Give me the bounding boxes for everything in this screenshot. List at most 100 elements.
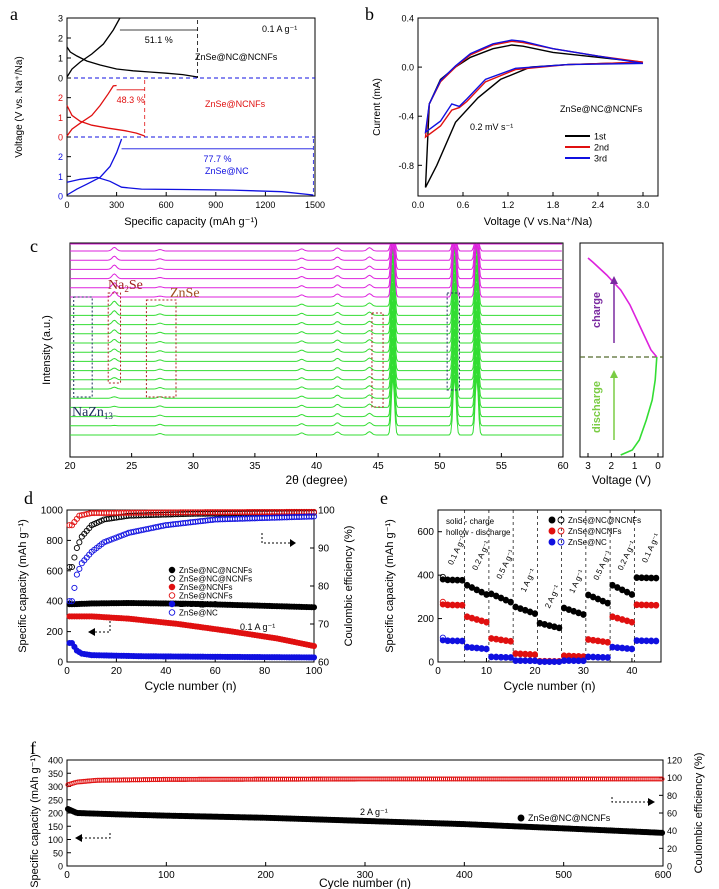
xrd-scan-discharge — [70, 310, 562, 372]
panel-b-frame — [417, 17, 659, 197]
xrd-scan-charge — [70, 243, 562, 261]
cv-curve-3rd — [424, 39, 644, 134]
y-axis-label: Specific capacity (mAh g⁻¹) — [384, 519, 396, 653]
x-axis-label: 2θ (degree) — [285, 473, 347, 487]
peak-box-45 — [371, 312, 384, 408]
x-tick-label: 40 — [626, 666, 638, 677]
y-tick-label: 150 — [48, 822, 63, 832]
ce-point-ZnSe@NC — [308, 513, 315, 520]
discharge-arrow-head — [610, 370, 618, 378]
cap-axis-guide — [95, 621, 111, 633]
y-tick-label: 600 — [46, 566, 63, 577]
ce-point-ZnSe@NC — [71, 584, 78, 591]
panel-label-e: e — [380, 488, 388, 508]
y-tick-label: 0.4 — [401, 14, 414, 24]
discharge-point-ZnSe@NC@NCNFs — [556, 625, 563, 632]
rate-label: 1 A g⁻¹ — [567, 568, 586, 594]
xrd-scan-discharge — [70, 347, 562, 408]
discharge-point-ZnSe@NCNFs — [604, 639, 611, 646]
charge-arrow-head — [610, 276, 618, 284]
x-tick-label: 600 — [655, 870, 672, 881]
xrd-scan-discharge — [70, 255, 562, 316]
x-tick-label: 1.2 — [502, 200, 515, 210]
legend-marker — [168, 575, 176, 582]
panel-b-cv-curves: 0.0 0.6 1.2 1.8 2.4 3.0 0.4 0.0 -0.4 -0.8 ZnSe@NC@… — [372, 14, 659, 228]
y-tick-label: 400 — [46, 597, 63, 608]
legend-marker-hollow — [557, 516, 565, 524]
xrd-scan-charge — [70, 243, 562, 289]
x-tick-label: 3.0 — [637, 200, 650, 210]
discharge-point-ZnSe@NC@NCNFs — [531, 610, 539, 617]
discharge-point-ZnSe@NCNFs — [628, 619, 635, 626]
ce-point — [659, 776, 665, 782]
y-tick-label: -0.4 — [398, 112, 414, 122]
panel-d-cycling: 0 20 40 60 80 1000200400600800100060708090100… — [17, 506, 355, 694]
y-axis-label: Intensity (a.u.) — [41, 315, 53, 385]
x-tick-label: 2 — [609, 461, 615, 472]
discharge-point-ZnSe@NC@NCNFs — [628, 591, 635, 598]
cap-axis-guide-head — [88, 628, 95, 636]
discharge-curve-ZnSe@NC@NCNFs — [66, 46, 198, 78]
rate-label: 0.1 A g⁻¹ — [446, 534, 468, 567]
x-tick-label: 0.0 — [412, 200, 425, 210]
legend-label: ZnSe@NC@NCNFs — [179, 575, 252, 584]
ce-point-ZnSe@NC — [68, 598, 75, 605]
y-tick-label: 400 — [48, 756, 63, 766]
ce-point-ZnSe@NC@NCNFs — [76, 539, 83, 546]
discharge-voltage-curve — [620, 356, 658, 456]
capacity-point-ZnSe@NCNFs — [310, 642, 318, 650]
x-tick-label: 30 — [188, 461, 200, 472]
rate-label: 1 A g⁻¹ — [519, 567, 538, 593]
y2-tick-label: 120 — [667, 756, 682, 766]
ce-axis-guide-head — [290, 539, 296, 547]
discharge-curve-ZnSe@NC — [66, 176, 314, 196]
charge-voltage-curve — [587, 257, 658, 358]
rate-note: 0.1 A g⁻¹ — [240, 622, 275, 632]
xrd-scan-discharge — [70, 301, 562, 362]
side-panel-frame — [579, 242, 664, 458]
charge-curve-ZnSe@NC — [66, 138, 123, 196]
discharge-curve-ZnSe@NCNFs — [66, 105, 145, 137]
y-tick-label: 100 — [48, 835, 63, 845]
xrd-scan-discharge — [70, 292, 562, 353]
panel-label-a: a — [10, 4, 18, 24]
capacity-point-ZnSe@NC — [310, 654, 318, 661]
y2-tick-label: 100 — [667, 773, 682, 783]
x-axis-label: Voltage (V vs.Na⁺/Na) — [484, 216, 593, 228]
y-tick-label: 0 — [58, 133, 63, 143]
xrd-scan-discharge — [70, 356, 562, 418]
ce-point-ZnSe@NC@NCNFs — [68, 563, 75, 571]
discharge-point-ZnSe@NC@NCNFs — [653, 575, 660, 582]
x-tick-label: 100 — [158, 870, 175, 881]
panel-a-voltage-profiles: 0 1 2 3 51.1 % ZnSe@NC@NCNFs 0 1 2 48.3 % ZnSe@NCN… — [14, 14, 325, 229]
legend-marker-hollow — [557, 527, 565, 535]
x-tick-label: 20 — [64, 461, 76, 472]
legend-marker — [168, 583, 176, 591]
x-tick-label: 45 — [373, 461, 385, 472]
y-tick-label: 1 — [58, 54, 63, 64]
discharge-point-ZnSe@NC@NCNFs — [459, 577, 466, 584]
retention-percent: 77.7 % — [203, 154, 231, 164]
legend-marker — [168, 592, 176, 599]
y-tick-label: 1000 — [41, 506, 64, 517]
x-axis-label: Specific capacity (mAh g⁻¹) — [124, 216, 258, 228]
y2-tick-label: 80 — [667, 791, 677, 801]
discharge-point-ZnSe@NC@NCNFs — [580, 611, 587, 618]
ce-axis-guide — [611, 797, 648, 803]
legend-marker — [168, 609, 176, 616]
legend-label: ZnSe@NCNFs — [179, 583, 232, 592]
ce-point-ZnSe@NC@NCNFs — [66, 563, 73, 571]
panel-f-long-cycling: 0 100 200 300 400 500 600050100150200250300350… — [29, 753, 705, 889]
phase-label-na2se: Na2Se — [108, 278, 143, 294]
discharge-point-ZnSe@NCNFs — [507, 638, 514, 645]
legend-label: ZnSe@NCNFs — [568, 527, 621, 536]
x-tick-label: 60 — [557, 461, 569, 472]
sample-name: ZnSe@NCNFs — [205, 99, 266, 109]
discharge-point-ZnSe@NC — [507, 654, 514, 661]
panel-label-b: b — [365, 4, 374, 24]
ce-axis-guide-head — [648, 798, 655, 806]
legend-marker-solid — [548, 516, 556, 524]
retention-percent: 51.1 % — [145, 35, 173, 45]
